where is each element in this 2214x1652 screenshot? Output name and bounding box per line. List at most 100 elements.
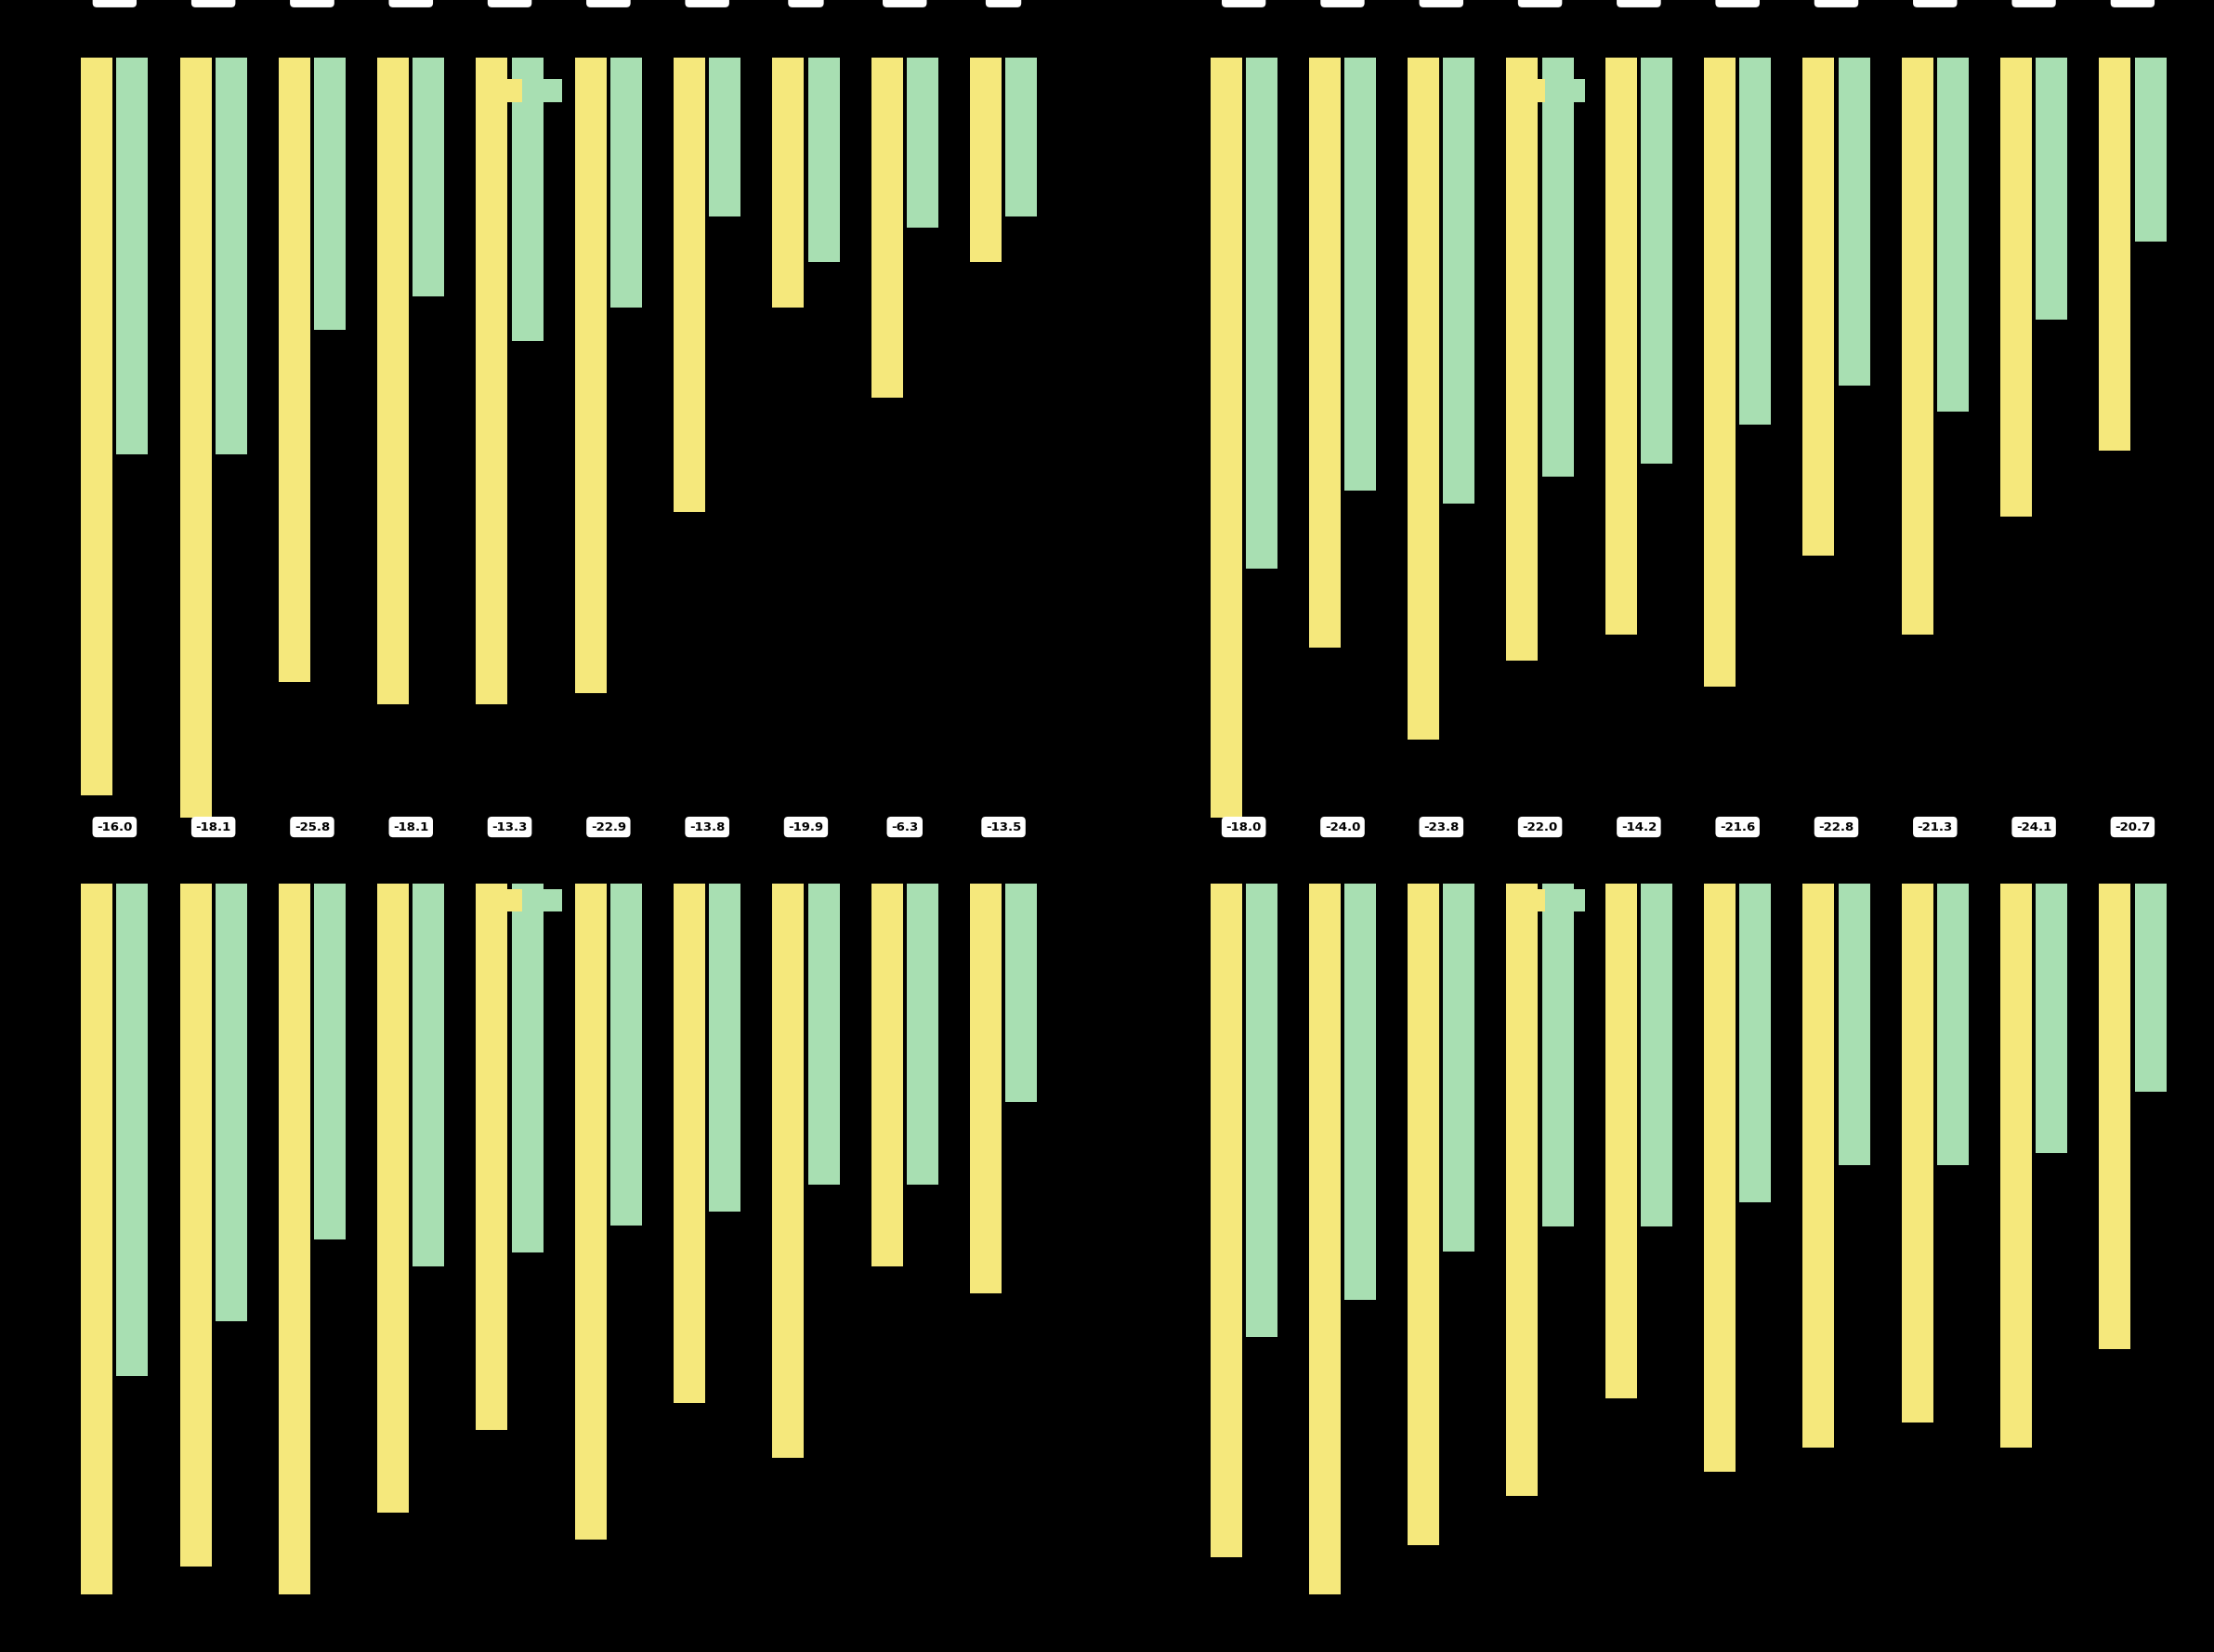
Text: -13.9: -13.9 [1523,0,1559,3]
Text: -24.0: -24.0 [1324,821,1359,833]
Bar [412,58,445,296]
Bar [970,58,1001,263]
Bar [314,58,345,330]
Text: -22.8: -22.8 [1818,821,1853,833]
Bar [673,58,706,512]
Bar [314,884,345,1239]
Bar [279,884,310,1594]
Bar [215,58,248,454]
Text: -24.1: -24.1 [2017,821,2052,833]
Text: -15.7: -15.7 [2114,0,2150,3]
Text: -21.6: -21.6 [1720,821,1756,833]
Text: -22.9: -22.9 [591,821,627,833]
Bar [1408,884,1439,1545]
Bar [576,884,607,1540]
Bar [117,58,148,454]
Bar [1902,884,1933,1422]
Bar [1740,58,1771,425]
Text: -3.9: -3.9 [793,0,819,3]
Bar [773,884,804,1457]
Bar [2037,884,2068,1153]
Bar [117,884,148,1376]
Bar [1506,58,1539,661]
Bar [1605,58,1636,634]
Bar [1308,884,1339,1594]
Text: -25.8: -25.8 [294,821,330,833]
Bar [1641,58,1672,464]
Text: -18.1: -18.1 [394,821,430,833]
Text: -26.1: -26.1 [689,0,724,3]
Bar [376,58,410,704]
Bar [773,58,804,307]
Bar [82,884,113,1594]
Bar [870,58,903,398]
Bar [1444,58,1475,504]
Bar [673,884,706,1403]
Bar [1246,58,1277,568]
Bar [1641,884,1672,1227]
Bar [82,58,113,795]
Text: -13.3: -13.3 [1621,0,1656,3]
Text: -30.6: -30.6 [294,0,330,3]
Text: -36.1: -36.1 [394,0,430,3]
Text: -19.2: -19.2 [1227,0,1262,3]
Bar [511,884,542,1252]
Text: -18.0: -18.0 [1227,821,1262,833]
Text: -13.2: -13.2 [1818,0,1853,3]
Bar [1838,58,1871,385]
Text: -20.7: -20.7 [2114,821,2150,833]
Bar [476,58,507,704]
Bar [611,884,642,1226]
Bar [970,884,1001,1294]
Bar [1308,58,1339,648]
Text: -17.3: -17.3 [1917,0,1953,3]
Bar [1999,884,2032,1447]
Bar [808,58,839,263]
Bar [1705,884,1736,1472]
Text: -14.9: -14.9 [888,0,923,3]
Bar [2134,884,2165,1092]
Bar [476,884,507,1431]
Bar [1444,884,1475,1251]
Text: -22.0: -22.0 [1523,821,1559,833]
Bar [808,884,839,1184]
Bar [511,58,542,342]
Bar [1344,884,1377,1300]
Bar [279,58,310,682]
Bar [2099,58,2130,451]
Bar [576,58,607,692]
Text: -31.9: -31.9 [492,0,527,3]
Bar [1344,58,1377,491]
Text: -19.9: -19.9 [788,821,824,833]
Bar [1838,884,1871,1166]
Bar [1705,58,1736,687]
Bar [1541,884,1574,1227]
Bar [1605,884,1636,1398]
Bar [215,884,248,1322]
Bar [179,884,210,1566]
Bar [1246,884,1277,1336]
Bar [1902,58,1933,634]
Bar [2037,58,2068,320]
Bar [908,884,939,1184]
Text: -13.5: -13.5 [985,821,1021,833]
Bar [908,58,939,228]
Text: -32.5: -32.5 [195,0,230,3]
Text: -12.1: -12.1 [1324,0,1359,3]
Bar [376,884,410,1512]
Bar [1541,58,1574,477]
Bar [870,884,903,1267]
Bar [1005,58,1036,216]
Bar [708,58,742,216]
Bar [2099,884,2130,1350]
Bar [708,884,742,1211]
Text: -15.1: -15.1 [2017,0,2052,3]
Text: -3.7: -3.7 [990,0,1016,3]
Text: -18.1: -18.1 [195,821,230,833]
Bar [1999,58,2032,517]
Bar [1506,884,1539,1497]
Bar [1211,58,1242,818]
Bar [1802,884,1835,1447]
Text: -18.2: -18.2 [1424,0,1459,3]
Text: -16.0: -16.0 [97,821,133,833]
